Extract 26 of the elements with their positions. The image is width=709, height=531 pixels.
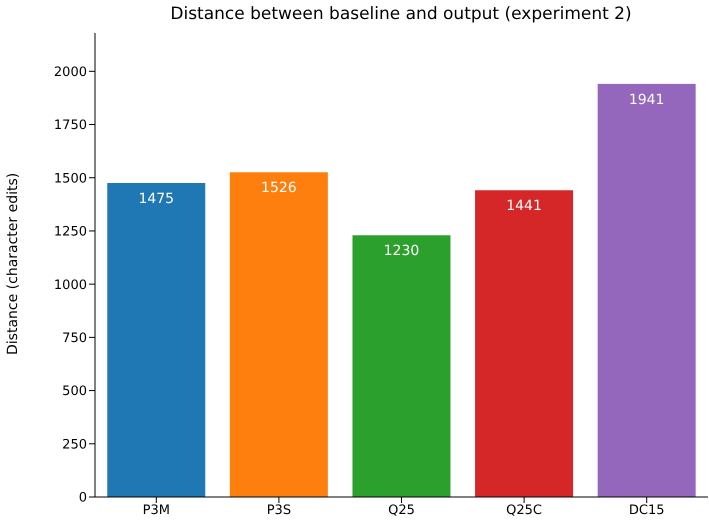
x-tick-label: DC15 xyxy=(628,503,665,518)
x-tick-label: Q25C xyxy=(506,503,542,518)
bar xyxy=(352,235,450,497)
y-tick-label: 1000 xyxy=(54,278,87,293)
x-tick-label: P3S xyxy=(266,503,292,518)
x-tick-label: P3M xyxy=(142,503,170,518)
y-tick-label: 0 xyxy=(78,490,87,506)
bar xyxy=(230,172,328,497)
bar xyxy=(475,190,574,497)
bar xyxy=(598,84,696,497)
data-label: 1941 xyxy=(628,92,664,108)
y-tick-label: 250 xyxy=(62,437,87,452)
data-label: 1441 xyxy=(506,198,542,214)
data-label: 1230 xyxy=(384,243,420,260)
y-axis-title: Distance (character edits) xyxy=(4,172,21,355)
bar xyxy=(107,183,206,497)
chart-title: Distance between baseline and output (experiment 2) xyxy=(169,4,633,24)
y-tick-label: 1500 xyxy=(54,171,87,186)
y-tick-label: 500 xyxy=(62,384,87,400)
data-label: 1475 xyxy=(138,190,174,207)
data-label: 1526 xyxy=(261,180,297,196)
y-tick-label: 1250 xyxy=(54,224,87,240)
y-tick-label: 1750 xyxy=(54,118,87,134)
x-tick-label: Q25 xyxy=(388,503,415,518)
y-tick-label: 2000 xyxy=(54,64,87,80)
y-tick-label: 750 xyxy=(62,330,87,346)
